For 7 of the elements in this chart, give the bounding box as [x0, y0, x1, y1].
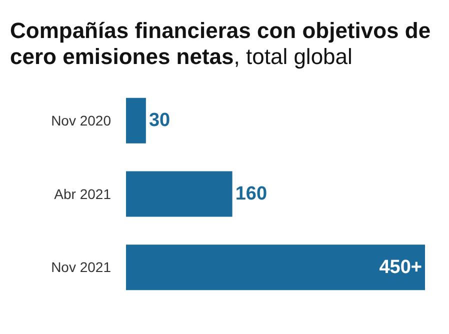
data-label: 160 [235, 184, 268, 204]
chart-title: Compañías financieras con objetivos de cero emisiones netas, total global [10, 18, 431, 69]
data-label: 450+ [379, 256, 422, 278]
y-tick-label: Nov 2020 [51, 112, 112, 129]
y-tick-label: Abr 2021 [54, 186, 112, 202]
y-tick-label: Nov 2021 [51, 259, 112, 276]
data-label: 30 [148, 110, 170, 132]
